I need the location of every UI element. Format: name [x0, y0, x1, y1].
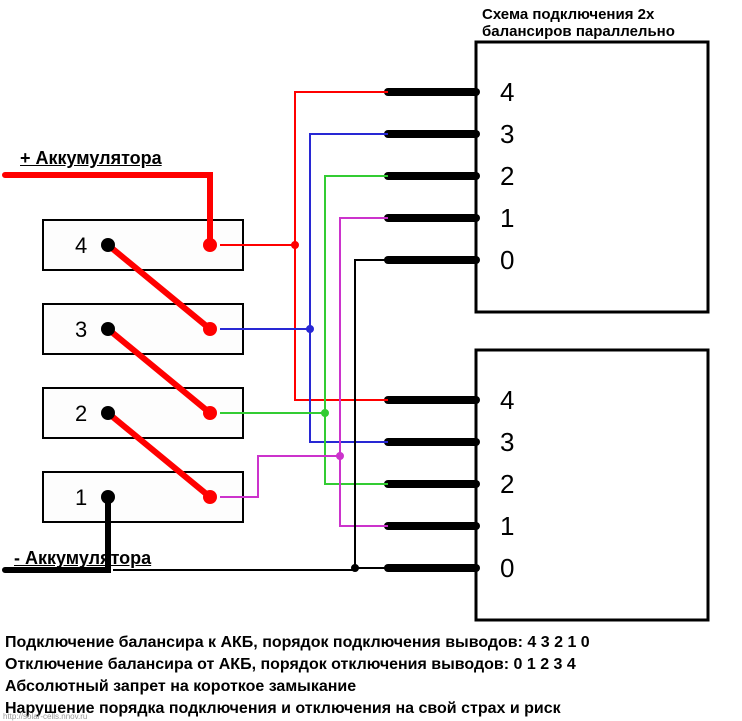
wire-3: [220, 134, 388, 442]
cell-internal-links: [108, 245, 210, 497]
svg-text:0: 0: [500, 553, 514, 583]
svg-text:4: 4: [75, 233, 87, 258]
balancer-top-pins: 4 3 2 1 0: [388, 77, 514, 275]
svg-text:2: 2: [75, 401, 87, 426]
bottom-text-1: Подключение балансира к АКБ, порядок под…: [5, 632, 590, 654]
svg-text:1: 1: [500, 511, 514, 541]
negative-label: - Аккумулятора: [14, 548, 151, 569]
bottom-text-2: Отключение балансира от АКБ, порядок отк…: [5, 654, 576, 676]
positive-label: + Аккумулятора: [20, 148, 162, 169]
svg-text:0: 0: [500, 245, 514, 275]
wiring-diagram: 4 3 2 1 0 4 3 2 1 0 4 3 2 1: [0, 0, 742, 721]
balancer-bottom-pins: 4 3 2 1 0: [388, 385, 514, 583]
svg-text:3: 3: [500, 119, 514, 149]
svg-text:1: 1: [75, 485, 87, 510]
svg-text:2: 2: [500, 161, 514, 191]
svg-text:4: 4: [500, 77, 514, 107]
svg-text:2: 2: [500, 469, 514, 499]
battery-cells: 4 3 2 1: [43, 220, 243, 522]
bottom-text-3: Абсолютный запрет на короткое замыкание: [5, 676, 356, 698]
svg-text:3: 3: [75, 317, 87, 342]
svg-text:4: 4: [500, 385, 514, 415]
diagram-title-line2: балансиров параллельно: [482, 22, 675, 42]
svg-text:1: 1: [500, 203, 514, 233]
bottom-text-4: Нарушение порядка подключения и отключен…: [5, 698, 561, 720]
wire-1: [220, 218, 388, 526]
watermark: http://solar-cells.nnov.ru: [3, 712, 87, 721]
wire-4: [220, 92, 388, 400]
svg-text:3: 3: [500, 427, 514, 457]
